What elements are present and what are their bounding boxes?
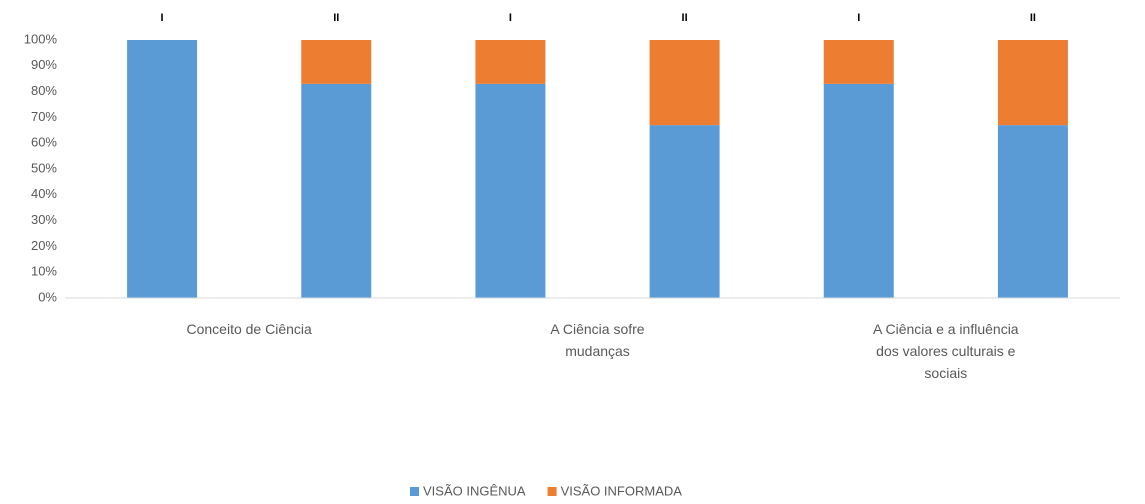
y-tick-label: 0% (38, 289, 57, 304)
y-tick-label: 90% (31, 57, 57, 72)
y-tick-label: 10% (31, 264, 57, 279)
group-label: A Ciência e a influência dos valores cul… (873, 321, 1019, 381)
y-tick-label: 70% (31, 109, 57, 124)
bar-segment (649, 125, 720, 298)
bar-label: II (682, 12, 688, 24)
bar-segment (301, 40, 372, 84)
y-tick-label: 60% (31, 135, 57, 150)
group-label: A Ciência sofre mudanças (550, 321, 645, 359)
bar-segment (475, 83, 546, 298)
bar-label: I (857, 12, 860, 24)
y-tick-label: 30% (31, 212, 57, 227)
y-tick-label: 100% (24, 31, 58, 46)
bar-segment (301, 83, 372, 298)
bar-label: I (509, 12, 512, 24)
y-tick-label: 50% (31, 160, 57, 175)
bar-segment (823, 83, 894, 298)
y-tick-label: 40% (31, 186, 57, 201)
bar-label: II (333, 12, 339, 24)
group-label: Conceito de Ciência (186, 321, 312, 337)
legend-label: VISÃO INFORMADA (561, 483, 683, 498)
bar-segment (475, 40, 546, 84)
bar-label: I (161, 12, 164, 24)
y-tick-label: 80% (31, 83, 57, 98)
bar-segment (997, 40, 1068, 126)
bar-segment (997, 125, 1068, 298)
bar-segment (127, 40, 198, 298)
bar-label: II (1030, 12, 1036, 24)
bar-segment (649, 40, 720, 126)
legend-swatch (547, 487, 557, 496)
bar-segment (823, 40, 894, 84)
legend-label: VISÃO INGÊNUA (423, 483, 526, 498)
y-tick-label: 20% (31, 238, 57, 253)
legend-swatch (410, 487, 419, 496)
